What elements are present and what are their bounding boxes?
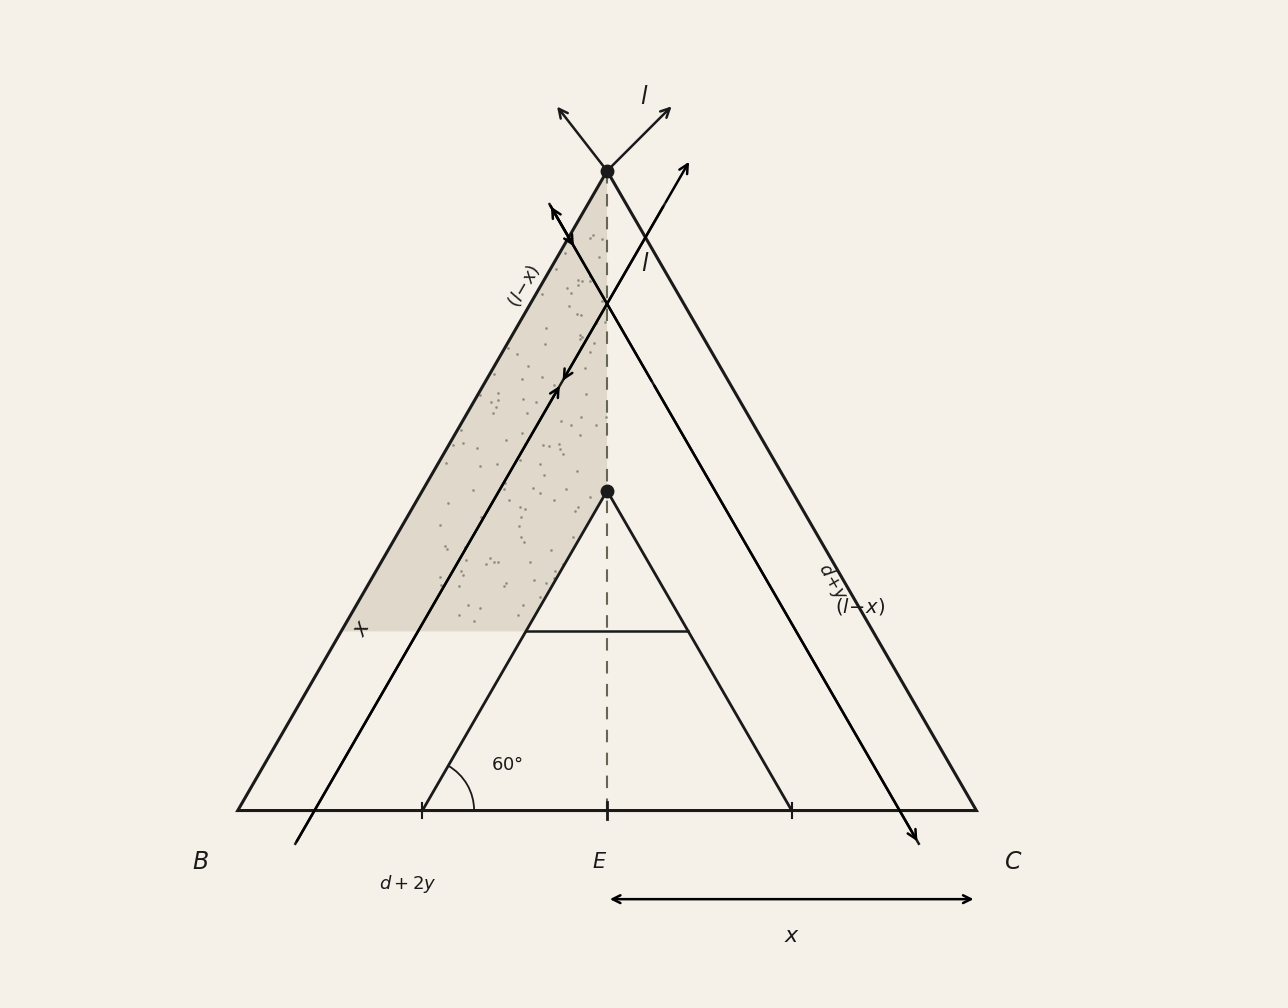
Text: $(l\!-\!x)$: $(l\!-\!x)$ (835, 596, 885, 617)
Text: $l$: $l$ (640, 86, 648, 109)
Polygon shape (341, 171, 607, 631)
Text: $C$: $C$ (1005, 851, 1023, 874)
Text: $d\!+\!y$: $d\!+\!y$ (814, 559, 853, 605)
Text: $60°$: $60°$ (491, 756, 523, 774)
Text: $x$: $x$ (784, 925, 800, 948)
Text: $B$: $B$ (192, 851, 209, 874)
Text: $l$: $l$ (641, 253, 649, 275)
Text: $E$: $E$ (592, 852, 607, 872)
Text: $(l\!-\!x)$: $(l\!-\!x)$ (504, 261, 545, 311)
Text: $x$: $x$ (348, 616, 375, 641)
Text: $d + 2y$: $d + 2y$ (379, 873, 437, 895)
